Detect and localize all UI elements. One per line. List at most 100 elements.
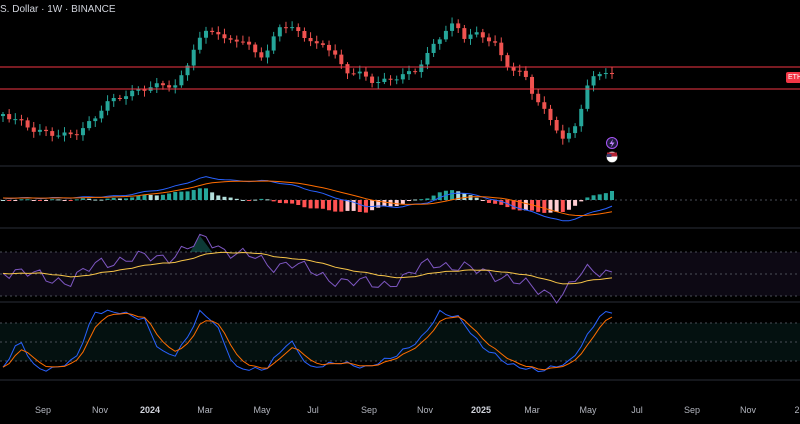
rsi-overbought-fill	[190, 236, 212, 252]
candle-body	[468, 34, 473, 39]
candle-body	[499, 42, 504, 56]
macd-histogram-bar	[474, 197, 479, 200]
macd-histogram-bar	[247, 200, 252, 201]
time-axis-label: 2024	[139, 405, 161, 415]
rsi-line	[2, 233, 613, 304]
macd-line	[2, 176, 613, 222]
candle-body	[265, 50, 270, 58]
time-axis-label: Mar	[524, 405, 540, 415]
time-axis-label: Nov	[416, 405, 434, 415]
macd-histogram-bar	[62, 200, 67, 201]
macd-histogram-bar	[253, 199, 258, 201]
macd-histogram-bar	[1, 200, 5, 201]
candle-body	[56, 135, 61, 137]
macd-histogram-bar	[370, 200, 375, 211]
candle-body	[74, 134, 79, 136]
candle-body	[413, 71, 418, 73]
time-axis-label: Mar	[197, 405, 213, 415]
macd-histogram-bar	[480, 200, 485, 201]
macd-histogram-bar	[345, 200, 350, 211]
macd-histogram-bar	[87, 198, 92, 200]
candle-body	[228, 38, 233, 40]
candle-body	[247, 41, 252, 45]
candle-body	[93, 118, 98, 122]
macd-histogram-bar	[7, 200, 12, 201]
macd-histogram-bar	[154, 195, 159, 200]
macd-histogram-bar	[80, 198, 85, 200]
symbol-title[interactable]: S. Dollar · 1W · BINANCE	[0, 4, 116, 15]
candle-body	[394, 79, 399, 81]
candle-body	[283, 27, 288, 29]
candle-body	[339, 54, 344, 65]
flag-icon-stripe	[607, 152, 617, 157]
candle-body	[450, 23, 455, 31]
macd-histogram-bar	[37, 200, 42, 201]
candle-body	[62, 132, 67, 136]
candle-body	[216, 32, 221, 35]
flash-icon-bolt	[609, 139, 615, 148]
time-axis-label: Jul	[631, 405, 643, 415]
macd-histogram-bar	[351, 200, 356, 211]
macd-histogram-bar	[511, 200, 516, 210]
candle-body	[302, 31, 307, 39]
stoch-k-line	[2, 309, 613, 373]
macd-histogram-bar	[31, 200, 36, 201]
macd-histogram-bar	[296, 200, 301, 206]
time-axis-label: Nov	[739, 405, 757, 415]
macd-histogram-bar	[456, 191, 461, 200]
candle-body	[99, 110, 104, 119]
macd-histogram-bar	[136, 195, 141, 200]
macd-histogram-bar	[179, 191, 184, 200]
candle-body	[419, 64, 424, 73]
candle-body	[388, 78, 393, 80]
candle-body	[536, 93, 541, 103]
candle-body	[296, 27, 301, 32]
candle-body	[560, 130, 565, 139]
stoch-rsi-pane	[0, 309, 800, 381]
time-axis-label: Sep	[360, 405, 378, 415]
candle-body	[363, 71, 368, 77]
candle-body	[523, 70, 528, 77]
macd-histogram-bar	[327, 200, 332, 211]
macd-histogram-bar	[499, 200, 504, 205]
macd-histogram-bar	[210, 192, 215, 200]
candle-body	[573, 126, 578, 134]
candle-body	[493, 41, 498, 43]
candle-body	[44, 129, 49, 132]
candle-body	[259, 52, 264, 58]
candle-body	[511, 67, 516, 71]
candle-body	[253, 44, 258, 53]
candle-body	[597, 74, 602, 77]
candle-body	[68, 132, 73, 135]
candle-body	[603, 73, 608, 75]
macd-histogram-bar	[597, 194, 602, 200]
candle-body	[240, 41, 245, 43]
candle-body	[50, 131, 55, 136]
candle-body	[290, 27, 295, 29]
time-axis-label: 2025	[470, 405, 492, 415]
candle-body	[142, 89, 147, 91]
macd-histogram-bar	[204, 188, 208, 200]
macd-histogram-bar	[431, 195, 436, 200]
candle-body	[197, 37, 202, 50]
candle-body	[327, 44, 332, 51]
macd-histogram-bar	[382, 200, 387, 207]
price-pane	[1, 17, 614, 145]
candle-body	[80, 128, 85, 136]
macd-histogram-bar	[573, 200, 578, 206]
macd-histogram-bar	[308, 200, 313, 209]
macd-histogram-bar	[468, 195, 473, 200]
macd-histogram-bar	[339, 200, 344, 212]
time-axis-label: May	[579, 405, 597, 415]
candle-body	[610, 73, 614, 75]
candle-body	[167, 85, 172, 88]
price-tag: ETH	[786, 72, 800, 83]
candle-body	[505, 55, 510, 68]
macd-histogram-bar	[117, 198, 122, 200]
macd-histogram-bar	[271, 200, 276, 202]
time-axis-label: Nov	[91, 405, 109, 415]
candle-body	[210, 30, 215, 33]
candle-body	[333, 50, 338, 55]
